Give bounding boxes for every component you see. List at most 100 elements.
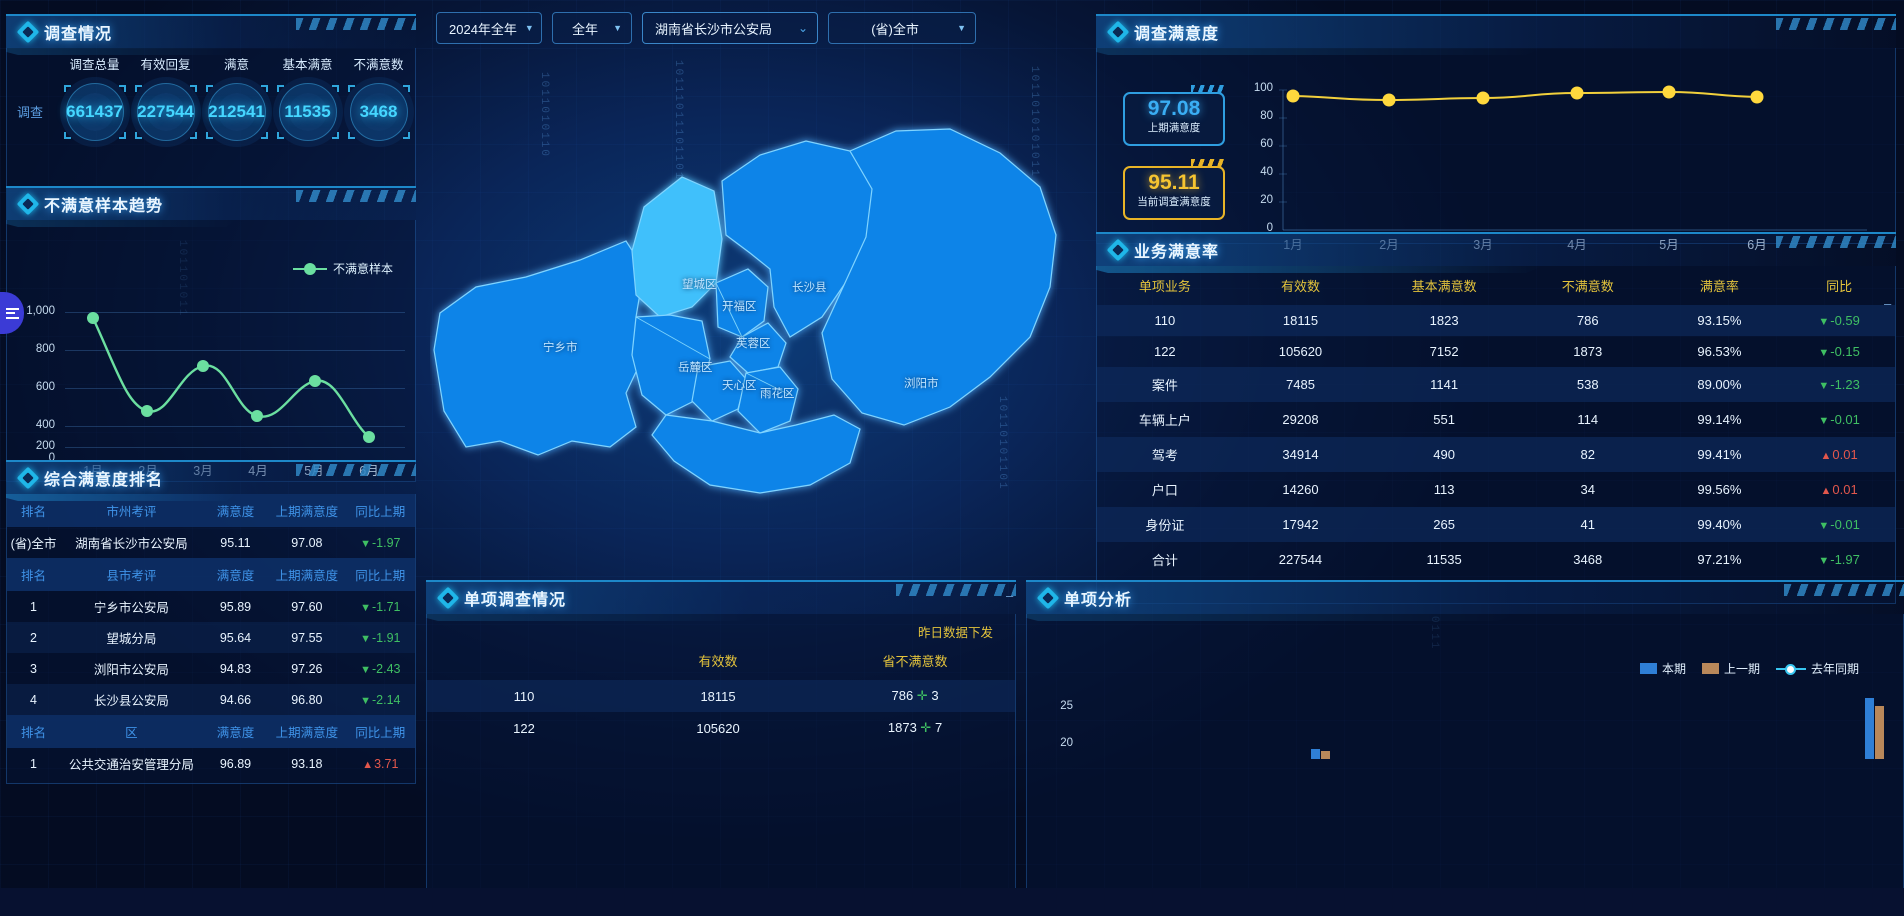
table-row[interactable]: 110 18115 786 ✛ 3	[427, 680, 1015, 712]
table-row[interactable]: 身份证 17942 265 41 99.40% ▼-0.01	[1097, 507, 1895, 542]
col-prev: 上期满意度	[268, 715, 346, 748]
map-region-wangcheng	[631, 176, 723, 318]
cell-basic: 113	[1433, 482, 1455, 497]
cell-rate: 99.56%	[1697, 482, 1742, 497]
org-select[interactable]: 湖南省长沙市公安局 ⌄	[642, 12, 818, 44]
y-axis-tick: 20	[1260, 194, 1273, 206]
table-row[interactable]: 122 105620 7152 1873 96.53% ▼-0.15	[1097, 336, 1895, 367]
cell-sat: 94.83	[219, 661, 252, 676]
table-row[interactable]: 户口 14260 113 34 99.56% ▲0.01	[1097, 472, 1895, 507]
trend-legend[interactable]: 不满意样本	[292, 260, 393, 277]
map-region-south	[651, 414, 861, 494]
legend-item-current[interactable]: 本期	[1639, 660, 1686, 677]
table-row[interactable]: 案件 7485 1141 538 89.00% ▼-1.23	[1097, 367, 1895, 402]
col-biz: 单项业务	[1138, 279, 1191, 294]
panel-body: 调查 调查总量 661437 有效回复 227544 满意	[6, 48, 416, 188]
table-row[interactable]: 4 长沙县公安局 94.66 96.80 ▼-2.14	[7, 684, 415, 715]
col-prev: 上期满意度	[268, 494, 346, 527]
col-prev: 上期满意度	[268, 558, 346, 591]
cell-yoy: ▲0.01	[1783, 437, 1895, 472]
single-survey-table-head: 有效数 省不满意数	[427, 641, 1015, 680]
table-row[interactable]: 3 浏阳市公安局 94.83 97.26 ▼-2.43	[7, 653, 415, 684]
cell-unsat: 786	[1519, 305, 1656, 336]
table-row[interactable]: 驾考 34914 490 82 99.41% ▲0.01	[1097, 437, 1895, 472]
gauge-caption: 满意	[223, 58, 249, 72]
period-select[interactable]: 全年 ▼	[552, 12, 632, 44]
legend-item-lastyear[interactable]: 去年同期	[1775, 660, 1859, 677]
gauge-item-unsatisfied[interactable]: 不满意数 3468	[343, 54, 414, 147]
gauge-value: 3468	[359, 102, 398, 121]
cell-unsat: 3468	[1573, 552, 1603, 567]
cell-name: 公共交通治安管理分局	[68, 758, 194, 772]
table-row[interactable]: 车辆上户 29208 551 114 99.14% ▼-0.01	[1097, 402, 1895, 437]
panel-body[interactable]: 排名 市州考评 满意度 上期满意度 同比上期 (省)全市 湖南省长沙市公安局 9…	[6, 494, 416, 784]
table-row[interactable]: (省)全市 湖南省长沙市公安局 95.11 97.08 ▼-1.97	[7, 527, 415, 558]
table-row[interactable]: 1 宁乡市公安局 95.89 97.60 ▼-1.71	[7, 591, 415, 622]
table-row[interactable]: 1 公共交通治安管理分局 96.89 93.18 ▲3.71	[7, 748, 415, 779]
cell-yoy: ▼-2.43	[360, 661, 401, 676]
panel-header: 不满意样本趋势	[6, 186, 416, 220]
menu-icon	[5, 305, 19, 321]
table-row[interactable]: 110 18115 1823 786 93.15% ▼-0.59	[1097, 305, 1895, 336]
cell-biz: 合计	[1151, 553, 1178, 568]
legend-label: 上一期	[1723, 662, 1760, 676]
kpi-current-satisfaction[interactable]: 95.11 当前调查满意度	[1123, 159, 1225, 220]
year-select[interactable]: 2024年全年 ▼	[436, 12, 542, 44]
y-axis-tick: 60	[1260, 138, 1273, 150]
header-dashes-decor	[1784, 584, 1904, 596]
satisfaction-panel: 调查满意度 97.08 上期满意度 95.11 当前调查满意度 100 80 6…	[1096, 14, 1896, 252]
kpi-previous-satisfaction[interactable]: 97.08 上期满意度	[1123, 85, 1225, 146]
analysis-legend[interactable]: 本期 上一期 去年同期	[1639, 660, 1859, 677]
cell-rank: 1	[30, 756, 37, 771]
header-dashes-decor	[296, 464, 416, 476]
gauge-ring: 661437	[59, 77, 130, 147]
cell-yoy: ▼-1.23	[1783, 367, 1895, 402]
y-axis-tick: 20	[1060, 737, 1073, 749]
area-select[interactable]: (省)全市 ▼	[828, 12, 976, 44]
changsha-map[interactable]: 望城区 开福区 长沙县 宁乡市 岳麓区 芙蓉区 天心区 雨花区 浏阳市	[430, 55, 1090, 575]
col-sat: 满意度	[202, 715, 269, 748]
gauge-value: 212541	[208, 102, 265, 121]
table-row[interactable]: 2 望城分局 95.64 97.55 ▼-1.91	[7, 622, 415, 653]
cell-biz: 驾考	[1097, 437, 1233, 472]
header-dashes-decor	[1776, 236, 1896, 248]
gauge-caption: 不满意数	[353, 58, 404, 72]
ranking-table-head-county: 排名 县市考评 满意度 上期满意度 同比上期	[7, 558, 415, 591]
cell-valid: 7485	[1232, 367, 1369, 402]
panel-body: 97.08 上期满意度 95.11 当前调查满意度 100 80 60 40 2…	[1096, 48, 1896, 252]
map-svg	[433, 128, 1057, 494]
gauge-value: 11535	[284, 102, 331, 121]
header-dashes-decor	[296, 190, 416, 202]
panel-body[interactable]: 单项业务 有效数 基本满意数 不满意数 满意率 同比 110 18115 182…	[1096, 266, 1896, 604]
table-row[interactable]: 122 105620 1873 ✛ 7	[427, 712, 1015, 744]
panel-title: 综合满意度排名	[44, 472, 164, 489]
map-region-changshaxian	[721, 140, 875, 338]
cell-rate: 89.00%	[1655, 367, 1784, 402]
minus-decor-icon: –	[1884, 296, 1892, 311]
gauge-item-valid[interactable]: 有效回复 227544	[130, 54, 201, 147]
diamond-icon	[16, 466, 40, 490]
org-select-value: 湖南省长沙市公安局	[655, 21, 773, 37]
cell-sat: 95.89	[219, 599, 252, 614]
legend-item-previous[interactable]: 上一期	[1701, 660, 1760, 677]
cell-valid: 18115	[1232, 305, 1369, 336]
cell-basic: 490	[1368, 437, 1520, 472]
business-table-head: 单项业务 有效数 基本满意数 不满意数 满意率 同比	[1097, 266, 1895, 305]
business-table: 单项业务 有效数 基本满意数 不满意数 满意率 同比 110 18115 182…	[1097, 266, 1895, 577]
cell-sat: 95.11	[220, 535, 251, 550]
cell-sat: 96.89	[219, 756, 252, 771]
legend-label: 本期	[1661, 662, 1686, 676]
col-sat: 满意度	[202, 494, 269, 527]
gauge-item-basic-satisfied[interactable]: 基本满意 11535	[272, 54, 343, 147]
y-axis-tick: 40	[1260, 166, 1273, 178]
bar-previous	[1875, 706, 1884, 759]
trend-point	[309, 375, 321, 387]
cell-sat: 94.66	[202, 684, 269, 715]
cell-biz: 110	[427, 680, 622, 712]
panel-body[interactable]: 昨日数据下发 有效数 省不满意数 110 18115 786 ✛ 3 122	[426, 614, 1016, 916]
cell-prev: 97.55	[268, 622, 346, 653]
gauge-item-total[interactable]: 调查总量 661437	[59, 54, 130, 147]
table-row-total[interactable]: 合计 227544 11535 3468 97.21% ▼-1.97	[1097, 542, 1895, 577]
gauge-item-satisfied[interactable]: 满意 212541	[201, 54, 272, 147]
satisfaction-line-path	[1292, 90, 1758, 102]
